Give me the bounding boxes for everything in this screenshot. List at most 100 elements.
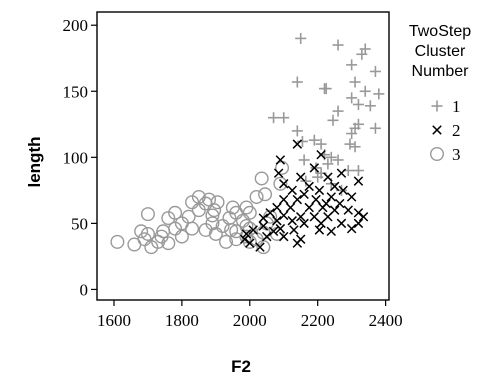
data-point-cluster-2 (245, 238, 255, 248)
data-point-cluster-2 (295, 172, 306, 182)
axes: 0 50 100 150 200 1600 1800 2000 2200 2400 (63, 16, 403, 330)
x-stroke-b (289, 225, 299, 235)
data-point-cluster-2 (326, 192, 337, 202)
data-point-cluster-3 (207, 203, 222, 218)
data-point-cluster-3 (140, 207, 155, 222)
data-point-cluster-1 (352, 165, 364, 177)
data-point-cluster-3 (185, 221, 200, 236)
x-tick-label: 2400 (369, 311, 403, 330)
data-point-cluster-3 (219, 234, 234, 249)
data-point-cluster-2 (299, 189, 309, 200)
data-point-cluster-1 (359, 85, 371, 97)
data-point-cluster-2 (275, 223, 286, 234)
plot-frame (96, 11, 390, 301)
x-stroke-b (272, 216, 282, 226)
x-stroke-b (316, 149, 326, 160)
data-point-cluster-2 (318, 202, 328, 213)
data-point-cluster-3 (205, 208, 220, 223)
x-stroke-b (316, 218, 326, 229)
data-point-cluster-1 (298, 154, 310, 166)
data-point-cluster-1 (308, 134, 320, 146)
data-point-cluster-2 (353, 218, 364, 229)
data-point-cluster-3 (208, 226, 223, 241)
data-point-cluster-2 (287, 185, 297, 196)
data-point-cluster-1 (352, 98, 364, 110)
data-point-cluster-2 (314, 225, 325, 235)
data-point-cluster-2 (289, 225, 299, 235)
data-point-cluster-2 (268, 226, 279, 237)
data-point-cluster-2 (279, 179, 289, 189)
data-point-cluster-2 (279, 210, 289, 221)
x-stroke-b (358, 212, 369, 222)
data-point-cluster-3 (242, 234, 257, 249)
data-point-cluster-1 (332, 154, 344, 166)
data-point-cluster-2 (292, 238, 303, 248)
data-point-cluster-1 (369, 122, 381, 134)
data-point-cluster-3 (191, 203, 206, 218)
legend-marker-1 (431, 100, 443, 112)
x-stroke-b (304, 202, 314, 213)
y-axis-title: length (25, 137, 44, 188)
x-stroke-b (311, 194, 321, 205)
data-point-cluster-1 (346, 59, 358, 71)
x-stroke-b (326, 226, 337, 237)
x-stroke-b (326, 192, 337, 202)
data-point-cluster-2 (275, 155, 286, 165)
legend-title-line: TwoStep (409, 23, 471, 40)
data-point-cluster-1 (327, 114, 339, 126)
data-point-cluster-2 (258, 221, 269, 231)
x-stroke-b (248, 225, 258, 235)
x-stroke-b (309, 212, 320, 222)
data-point-cluster-3 (258, 187, 273, 202)
data-point-cluster-1 (373, 88, 385, 100)
data-points (110, 32, 385, 255)
data-point-cluster-2 (353, 208, 364, 218)
x-stroke-b (314, 225, 325, 235)
data-point-cluster-2 (279, 231, 289, 242)
y-tick-label: 200 (63, 16, 89, 35)
data-point-cluster-2 (292, 139, 303, 149)
data-point-cluster-1 (268, 112, 280, 124)
x-stroke-b (241, 229, 252, 239)
legend-marker-3 (430, 146, 445, 161)
data-point-cluster-1 (322, 158, 334, 170)
y-tick-label: 150 (63, 82, 89, 101)
legend-label: 3 (452, 145, 461, 164)
data-point-cluster-1 (364, 100, 376, 112)
data-point-cluster-2 (258, 213, 269, 223)
x-stroke-b (268, 226, 279, 237)
x-stroke-b (255, 242, 265, 252)
data-point-cluster-1 (349, 76, 361, 88)
data-point-cluster-2 (346, 223, 357, 234)
data-point-cluster-2 (311, 194, 321, 205)
data-point-cluster-2 (287, 216, 297, 226)
data-point-cluster-1 (349, 141, 361, 153)
data-point-cluster-3 (174, 229, 189, 244)
data-point-cluster-2 (295, 212, 306, 222)
data-point-cluster-2 (326, 226, 337, 237)
x-stroke-b (353, 176, 364, 186)
x-stroke-b (287, 216, 297, 226)
data-point-cluster-3 (134, 224, 149, 239)
legend-label: 2 (452, 121, 461, 140)
x-stroke-b (292, 238, 303, 248)
legend-marker-2 (432, 125, 442, 135)
data-point-cluster-3 (254, 171, 269, 186)
x-stroke-b (295, 172, 306, 182)
data-point-cluster-2 (338, 185, 348, 196)
data-point-cluster-2 (304, 202, 314, 213)
x-stroke-b (343, 205, 353, 215)
y-tick-label: 50 (71, 214, 88, 233)
data-point-cluster-1 (320, 83, 332, 95)
x-stroke-b (335, 198, 345, 209)
x-stroke-b (279, 231, 289, 242)
data-point-cluster-2 (329, 181, 340, 192)
x-stroke-b (279, 179, 289, 189)
x-stroke-b (353, 218, 364, 229)
x-stroke-b (346, 192, 357, 202)
x-stroke-b (329, 181, 340, 192)
data-point-cluster-2 (323, 172, 333, 182)
x-axis-title: F2 (231, 357, 251, 376)
x-stroke-b (272, 202, 282, 213)
